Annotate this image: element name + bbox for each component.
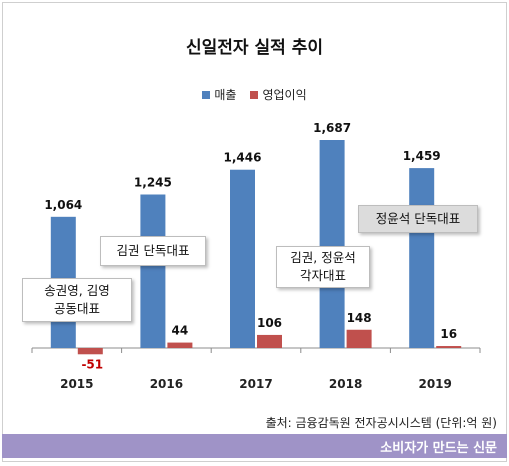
profit-bar — [346, 329, 372, 348]
category-label: 2018 — [329, 377, 362, 391]
revenue-bar — [140, 194, 166, 348]
revenue-label: 1,459 — [403, 149, 441, 163]
revenue-label: 1,064 — [44, 198, 82, 212]
callout-2016: 김권 단독대표 — [100, 236, 206, 266]
legend-swatch-revenue — [202, 90, 211, 99]
profit-bar — [167, 342, 193, 348]
revenue-bar — [409, 168, 435, 348]
footer-bar: 소비자가 만드는 신문 — [2, 434, 507, 458]
legend-item-profit: 영업이익 — [250, 86, 307, 103]
revenue-label: 1,687 — [313, 121, 351, 135]
profit-bar — [257, 334, 282, 348]
category-label: 2017 — [239, 377, 272, 391]
legend: 매출 영업이익 — [0, 86, 509, 103]
legend-label-revenue: 매출 — [214, 88, 237, 102]
callout-2015: 송권영, 김영 공동대표 — [22, 278, 132, 322]
legend-swatch-profit — [250, 90, 259, 99]
category-label: 2019 — [418, 377, 451, 391]
category-label: 2015 — [60, 377, 93, 391]
profit-label: 44 — [172, 324, 189, 338]
source-note: 출처: 금융감독원 전자공시시스템 (단위:억 원) — [265, 416, 497, 430]
category-label: 2016 — [150, 377, 183, 391]
callout-2019: 정윤석 단독대표 — [358, 205, 478, 233]
profit-label: 106 — [257, 316, 282, 330]
legend-item-revenue: 매출 — [202, 86, 236, 103]
profit-bar — [436, 346, 462, 348]
legend-label-profit: 영업이익 — [262, 88, 307, 102]
callout-2018: 김권, 정윤석 각자대표 — [276, 246, 370, 288]
footer-text: 소비자가 만드는 신문 — [380, 441, 497, 456]
profit-label: 16 — [440, 327, 457, 341]
chart-title: 신일전자 실적 추이 — [186, 38, 323, 58]
revenue-label: 1,245 — [134, 175, 172, 189]
profit-label: 148 — [347, 311, 372, 325]
profit-bar — [77, 348, 103, 355]
revenue-bar — [230, 169, 255, 348]
profit-label: -51 — [81, 357, 103, 371]
revenue-label: 1,446 — [224, 151, 262, 165]
revenue-bar — [319, 140, 345, 348]
